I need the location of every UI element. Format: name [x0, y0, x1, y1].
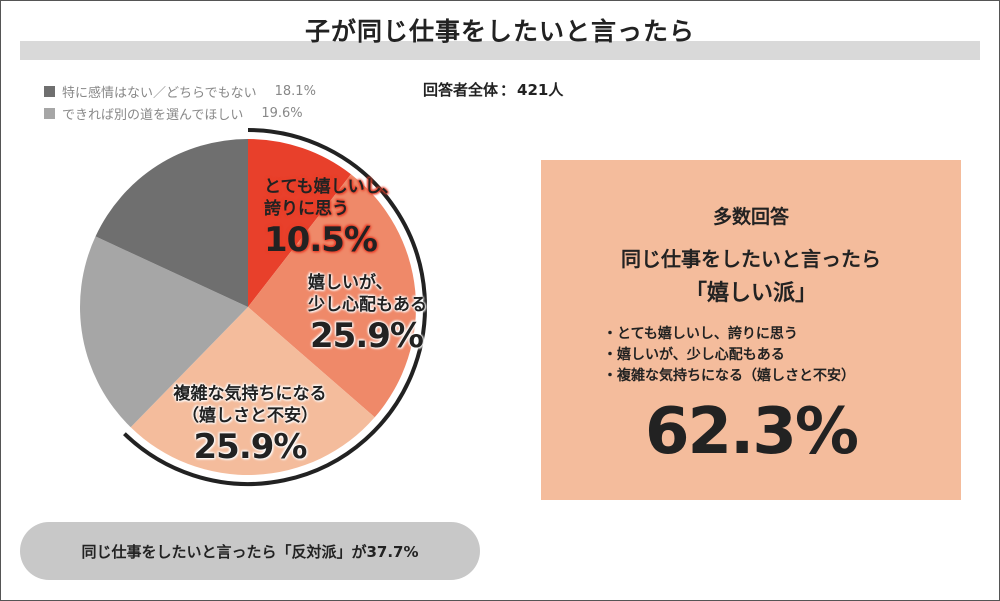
- summary-total-pct: 62.3%: [644, 395, 859, 469]
- slice-label-2-line1: 嬉しいが、: [308, 273, 393, 293]
- slice-label-3-line2: （嬉しさと不安）: [182, 406, 318, 426]
- pie-accent-arc: [123, 128, 427, 486]
- chart-title: 子が同じ仕事をしたいと言ったら: [304, 17, 695, 46]
- pie-slice-2: [248, 174, 416, 418]
- legend-swatch: [44, 85, 55, 97]
- summary-subheading: 同じ仕事をしたいと言ったら: [621, 247, 881, 271]
- summary-list: ・とても嬉しいし、誇りに思う ・嬉しいが、少し心配もある ・複雑な気持ちになる（…: [603, 324, 855, 387]
- legend-value: 19.6%: [261, 105, 303, 121]
- pie-slice-5: [95, 139, 248, 307]
- slice-label-1-line1: とても嬉しいし、: [264, 177, 399, 197]
- legend-value: 18.1%: [274, 83, 316, 99]
- summary-list-item: ・嬉しいが、少し心配もある: [603, 347, 785, 363]
- slice-label-3: 複雑な気持ちになる （嬉しさと不安） 25.9%: [160, 383, 340, 467]
- summary-heading: 多数回答: [712, 206, 789, 228]
- pie-slices: [79, 139, 416, 475]
- slice-label-1: とても嬉しいし、 誇りに思う 10.5%: [264, 176, 399, 260]
- respondent-total: 回答者全体： 421人: [423, 79, 563, 100]
- majority-summary-box: 多数回答 同じ仕事をしたいと言ったら 「嬉しい派」 ・とても嬉しいし、誇りに思う…: [541, 160, 961, 500]
- slice-label-3-line1: 複雑な気持ちになる: [173, 384, 327, 404]
- summary-list-item: ・とても嬉しいし、誇りに思う: [603, 326, 798, 342]
- total-label: 回答者全体: [423, 81, 499, 99]
- opposition-pill: 同じ仕事をしたいと言ったら「反対派」が37.7%: [20, 522, 480, 580]
- legend-item: 特に感情はない／どちらでもない 18.1%: [44, 80, 316, 102]
- summary-faction: 「嬉しい派」: [684, 281, 817, 306]
- slice-label-1-pct: 10.5%: [264, 220, 378, 260]
- slice-label-1-line2: 誇りに思う: [264, 199, 349, 219]
- total-value: 421人: [517, 81, 564, 99]
- legend-label: 特に感情はない／どちらでもない: [62, 85, 257, 101]
- legend-item: できれば別の道を選んでほしい 19.6%: [44, 102, 316, 124]
- slice-label-2-line2: 少し心配もある: [308, 295, 427, 315]
- legend: 特に感情はない／どちらでもない 18.1% できれば別の道を選んでほしい 19.…: [44, 80, 316, 124]
- slice-label-3-pct: 25.9%: [193, 427, 308, 467]
- pie-slice-3: [130, 307, 375, 475]
- title-band: [20, 41, 980, 60]
- summary-list-item: ・複雑な気持ちになる（嬉しさと不安）: [603, 368, 855, 384]
- pie-slice-4: [79, 236, 249, 428]
- total-separator: ：: [500, 81, 516, 99]
- legend-swatch: [44, 107, 55, 119]
- slice-label-2: 嬉しいが、 少し心配もある 25.9%: [308, 272, 427, 356]
- legend-label: できれば別の道を選んでほしい: [62, 107, 244, 123]
- slice-label-2-pct: 25.9%: [310, 316, 424, 356]
- opposition-text: 同じ仕事をしたいと言ったら「反対派」が37.7%: [81, 542, 419, 561]
- pie-slice-1: [248, 139, 351, 307]
